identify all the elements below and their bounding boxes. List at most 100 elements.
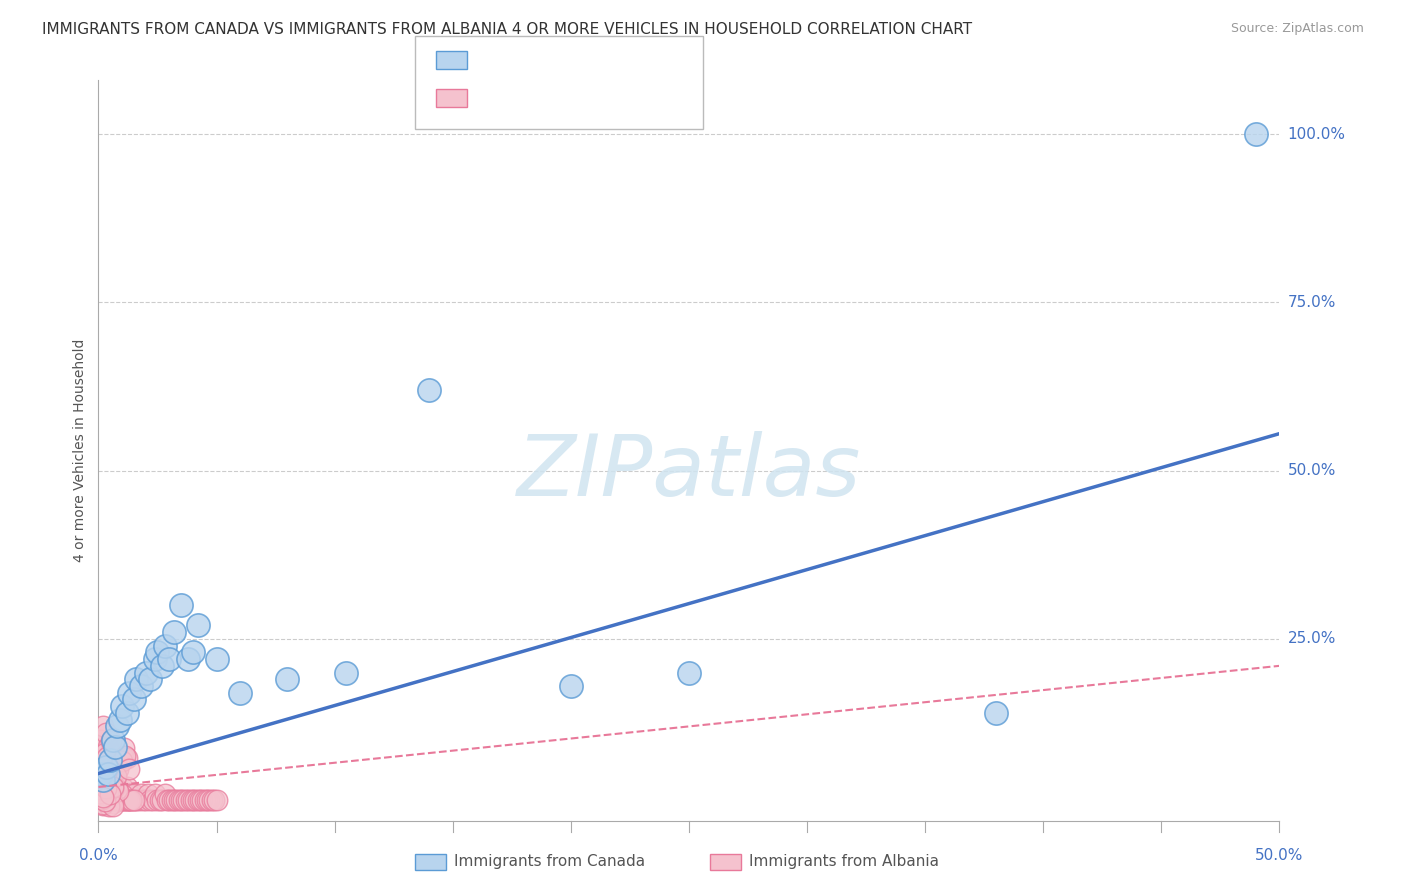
Point: [94, 766, 117, 780]
Point: [90, 787, 112, 801]
Point: [112, 793, 135, 807]
Point: [108, 793, 131, 807]
Point: [167, 793, 190, 807]
Point: [149, 793, 172, 807]
Point: [115, 780, 138, 794]
Point: [94, 781, 117, 796]
Point: [112, 741, 135, 756]
Text: Immigrants from Canada: Immigrants from Canada: [454, 855, 645, 869]
Point: [163, 625, 186, 640]
Point: [163, 793, 186, 807]
Point: [97, 784, 120, 798]
Point: [136, 787, 159, 801]
Point: [94, 760, 117, 774]
Point: [98, 786, 121, 800]
Point: [111, 754, 134, 768]
Point: [94, 788, 117, 802]
Point: [187, 618, 209, 632]
Point: [104, 773, 127, 788]
Point: [177, 793, 200, 807]
Point: [91, 719, 114, 733]
Point: [108, 713, 131, 727]
Point: [115, 793, 138, 807]
Point: [93, 772, 115, 786]
Point: [184, 793, 207, 807]
Point: [139, 673, 162, 687]
Point: [188, 793, 211, 807]
Point: [202, 793, 225, 807]
Point: [97, 786, 120, 800]
Point: [91, 739, 114, 754]
Text: 0.0%: 0.0%: [79, 848, 118, 863]
Point: [170, 793, 193, 807]
Point: [91, 766, 114, 780]
Text: 50.0%: 50.0%: [1288, 463, 1336, 478]
Point: [112, 787, 135, 801]
Point: [90, 753, 112, 767]
Point: [105, 780, 128, 794]
Point: [132, 793, 155, 807]
Point: [91, 784, 114, 798]
Point: [121, 793, 143, 807]
Point: [91, 788, 114, 802]
Point: [105, 793, 128, 807]
Point: [121, 793, 143, 807]
Point: [191, 793, 214, 807]
Point: [104, 739, 127, 754]
Point: [90, 773, 112, 788]
Point: [118, 763, 141, 777]
Point: [104, 760, 127, 774]
Point: [98, 773, 121, 788]
Point: [93, 773, 115, 788]
Text: R = 0.137: R = 0.137: [475, 89, 558, 107]
Point: [984, 706, 1007, 720]
Point: [174, 793, 197, 807]
Point: [93, 797, 115, 811]
Point: [89, 782, 111, 797]
Point: [97, 791, 120, 805]
Point: [111, 787, 134, 801]
Point: [90, 766, 112, 780]
Text: N = 36: N = 36: [605, 51, 662, 69]
Point: [100, 786, 122, 800]
Point: [97, 793, 120, 807]
Point: [98, 787, 121, 801]
Point: [105, 787, 128, 801]
Point: [107, 762, 129, 776]
Point: [187, 793, 209, 807]
Point: [90, 732, 112, 747]
Text: 25.0%: 25.0%: [1288, 632, 1336, 647]
Point: [112, 749, 135, 764]
Point: [100, 765, 122, 780]
Point: [122, 787, 145, 801]
Point: [96, 766, 118, 780]
Point: [143, 787, 166, 801]
Point: [90, 766, 112, 780]
Point: [118, 793, 141, 807]
Point: [91, 797, 114, 812]
Point: [108, 787, 131, 801]
Point: [114, 749, 136, 764]
Point: [101, 780, 124, 794]
Point: [111, 793, 134, 807]
Point: [91, 789, 114, 804]
Point: [201, 793, 224, 807]
Point: [101, 793, 124, 807]
Point: [122, 793, 145, 807]
Point: [172, 793, 194, 807]
Point: [90, 781, 112, 796]
Point: [91, 793, 114, 807]
Text: R = 0.691: R = 0.691: [475, 51, 558, 69]
Point: [111, 699, 134, 714]
Point: [118, 793, 141, 807]
Point: [276, 673, 298, 687]
Point: [115, 751, 138, 765]
Point: [101, 797, 124, 811]
Point: [205, 652, 228, 666]
Point: [91, 773, 114, 788]
Point: [146, 645, 169, 659]
Point: [101, 798, 124, 813]
Point: [90, 792, 112, 806]
Point: [93, 778, 115, 792]
Point: [90, 766, 112, 780]
